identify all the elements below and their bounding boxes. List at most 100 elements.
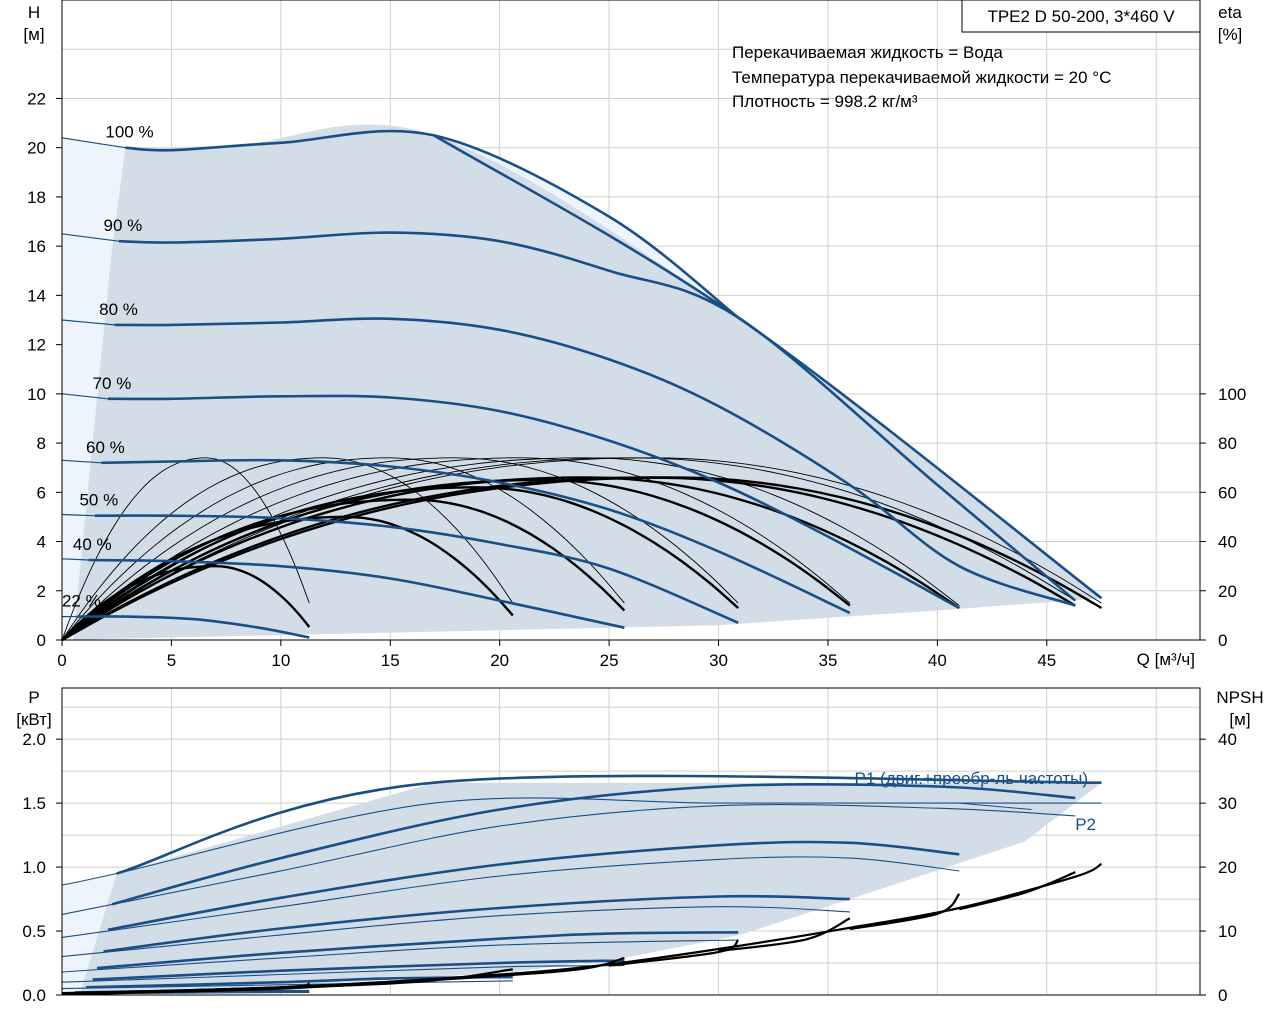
npsh-axis-unit: [м] <box>1229 710 1250 729</box>
npsh-tick-label: 30 <box>1218 794 1237 813</box>
power-chart: 0.0 0.5 1.0 1.5 2.0 0 10 20 30 40 P [кВт] NPSH [м… <box>16 687 1264 1005</box>
npsh-curve <box>849 893 961 931</box>
npsh-curve <box>718 917 851 952</box>
x-tick-label: 40 <box>928 651 947 670</box>
npsh-curve <box>959 871 1076 911</box>
x-tick-label: 35 <box>819 651 838 670</box>
hq-curves <box>61 129 1103 639</box>
h-tick-label: 10 <box>27 385 46 404</box>
eta-curve <box>61 478 851 641</box>
eta-curve <box>61 476 1103 642</box>
p-axis-label: P <box>28 688 39 707</box>
hq-curve-start <box>61 393 109 400</box>
p2-curve <box>61 804 1076 915</box>
power-tick-labels: 0.0 0.5 1.0 1.5 2.0 0 10 20 30 40 <box>22 730 1237 1005</box>
p-tick-label: 1.0 <box>22 858 46 877</box>
hq-curve <box>125 129 740 319</box>
eta-curve <box>61 476 960 642</box>
p2-curve <box>61 965 625 983</box>
speed-label: 22 % <box>62 592 101 611</box>
h-tick-label: 8 <box>37 434 46 453</box>
h-tick-label: 20 <box>27 139 46 158</box>
legend-p1: P1 (двиг.+преобр-ль частоты) <box>855 769 1088 788</box>
x-tick-label: 5 <box>167 651 176 670</box>
h-tick-label: 4 <box>37 533 46 552</box>
chart-title: TPE2 D 50-200, 3*460 V <box>987 7 1175 26</box>
hq-curve <box>101 458 851 615</box>
npsh-tick-label: 40 <box>1218 730 1237 749</box>
npsh-tick-label: 10 <box>1218 922 1237 941</box>
eta-tick-label: 80 <box>1218 434 1237 453</box>
eta-tick-label: 60 <box>1218 483 1237 502</box>
hq-curve <box>88 558 625 629</box>
hq-curve-start <box>61 513 95 517</box>
speed-label: 70 % <box>93 374 132 393</box>
p-axis-unit: [кВт] <box>16 710 51 729</box>
eta-axis-unit: [%] <box>1218 25 1243 44</box>
eta-tick-label: 0 <box>1218 631 1227 650</box>
speed-label: 100 % <box>105 123 153 142</box>
speed-label: 90 % <box>104 216 143 235</box>
hq-curve <box>94 514 739 624</box>
eta-curve-thin <box>61 457 739 641</box>
hq-curve <box>114 317 1076 607</box>
p-tick-label: 0.0 <box>22 986 46 1005</box>
hq-curve-start <box>61 459 102 464</box>
x-tick-label: 30 <box>709 651 728 670</box>
hq-curve-start <box>61 319 115 326</box>
npsh-curve <box>61 982 311 996</box>
p1-curve <box>107 840 960 932</box>
h-tick-label: 16 <box>27 237 46 256</box>
h-tick-label: 2 <box>37 582 46 601</box>
h-tick-label: 22 <box>27 89 46 108</box>
hq-operating-region <box>62 124 1102 640</box>
eta-curve-thin <box>61 457 1102 641</box>
eta-axis-label: eta <box>1218 3 1242 22</box>
power-envelope <box>62 782 1102 995</box>
h-tick-label: 12 <box>27 336 46 355</box>
p1-curve <box>96 931 739 970</box>
h-axis-unit: [м] <box>23 25 44 44</box>
legend-p2: P2 <box>1075 815 1096 834</box>
h-tick-label: 6 <box>37 483 46 502</box>
hq-chart: 0 5 10 15 20 25 30 35 40 45 0 2 4 6 8 10 12 14 16 18 20 22 0 20… <box>23 0 1246 670</box>
power-plot-frame <box>61 687 1201 996</box>
annotation-density: Плотность = 998.2 кг/м³ <box>732 92 918 111</box>
q-axis-label: Q [м³/ч] <box>1137 650 1195 669</box>
h-tick-label: 0 <box>37 631 46 650</box>
x-tick-label: 20 <box>490 651 509 670</box>
x-tick-label: 15 <box>381 651 400 670</box>
annotation-fluid: Перекачиваемая жидкость = Вода <box>732 43 1003 62</box>
eta-curve-thin <box>61 457 851 641</box>
power-operating-region <box>79 782 1102 995</box>
hq-curve-start <box>61 137 126 149</box>
x-tick-label: 0 <box>57 651 66 670</box>
p2-curve <box>61 906 850 958</box>
hq-plot-frame <box>61 0 1201 641</box>
title-box <box>961 0 1201 33</box>
x-tick-label: 25 <box>600 651 619 670</box>
p-tick-label: 2.0 <box>22 730 46 749</box>
x-tick-label: 10 <box>271 651 290 670</box>
p2-legend-leader <box>959 802 1032 811</box>
speed-label: 40 % <box>73 535 112 554</box>
speed-label: 60 % <box>86 438 125 457</box>
npsh-tick-label: 0 <box>1218 986 1227 1005</box>
eta-curve-thin <box>61 457 625 641</box>
power-light-region <box>62 873 117 995</box>
eta-tick-label: 20 <box>1218 582 1237 601</box>
h-axis-label: H <box>28 3 40 22</box>
hq-series-labels: 100 % 90 % 80 % 70 % 60 % 50 % 40 % 22 % <box>62 123 154 611</box>
p2-curve <box>61 939 739 973</box>
eta-curves <box>61 457 1103 642</box>
annotation-temperature: Температура перекачиваемой жидкости = 20… <box>732 68 1111 87</box>
p1-curve <box>92 959 625 981</box>
hq-curve <box>77 615 310 639</box>
h-tick-label: 18 <box>27 188 46 207</box>
power-curves <box>61 774 1103 996</box>
p1-curve <box>103 894 850 953</box>
hq-curve-start <box>61 558 89 561</box>
p2-curve <box>61 856 960 938</box>
speed-label: 80 % <box>99 300 138 319</box>
